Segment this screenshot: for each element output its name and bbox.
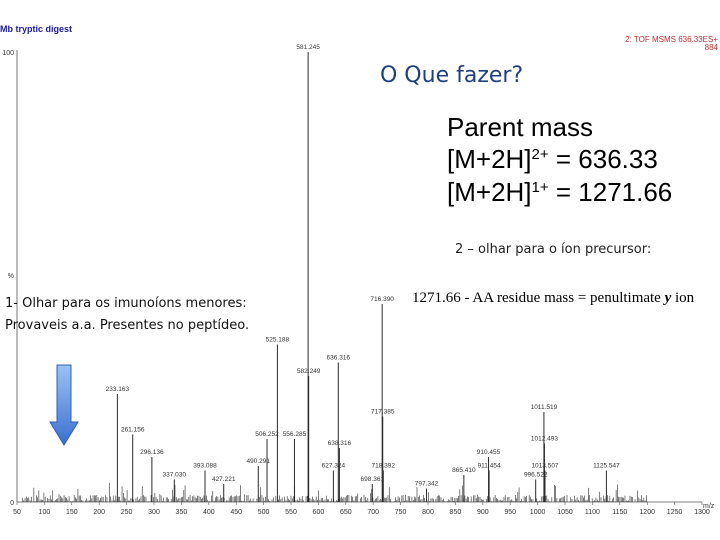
peak-label: 582.249: [297, 368, 321, 375]
parent-mass-ion: [M+2H]: [447, 177, 532, 207]
peak-label: 911.454: [478, 463, 501, 470]
x-tick-label: 1300: [694, 509, 710, 516]
x-tick-label: 850: [450, 509, 462, 516]
charge-state: 2+: [531, 146, 549, 163]
x-tick-label: 50: [13, 509, 21, 516]
x-tick-label: 600: [313, 509, 325, 516]
x-axis-ticks: 50 100 150 200 250 300 350 400 450 500 550 600 650 70…: [13, 502, 710, 516]
y-axis-label: %: [8, 273, 14, 280]
x-tick-label: 1250: [667, 509, 683, 516]
peak-label: 638.316: [328, 440, 352, 447]
peak-label: 1125.547: [593, 463, 620, 470]
peak-label: 525.188: [266, 337, 290, 344]
x-tick-label: 150: [66, 509, 78, 516]
peak-labels: 581.245 716.390 525.188 636.316 582.249 233.1…: [106, 44, 620, 488]
x-tick-label: 500: [258, 509, 270, 516]
peak-label: 427.221: [212, 476, 236, 483]
spectrum-experiment-info: 2: TOF MSMS 636.33ES+: [625, 35, 718, 44]
peak-label: 910.455: [477, 449, 501, 456]
x-tick-label: 1200: [639, 509, 655, 516]
peak-label: 393.088: [193, 463, 217, 470]
penultimate-ion-formula: 1271.66 - AA residue mass = penultimate …: [412, 290, 694, 307]
x-tick-label: 950: [504, 509, 516, 516]
x-axis-label: m/z: [703, 503, 715, 510]
chart-axes: 0 100% m/z: [2, 50, 715, 510]
x-tick-label: 750: [395, 509, 407, 516]
y-tick-label: 100: [2, 50, 14, 57]
x-tick-label: 700: [367, 509, 379, 516]
parent-mass-title: Parent mass: [447, 112, 593, 142]
x-tick-label: 350: [176, 509, 188, 516]
x-tick-label: 550: [285, 509, 297, 516]
formula-end: ion: [671, 290, 695, 306]
peak-label: 716.390: [370, 296, 394, 303]
x-tick-label: 650: [340, 509, 352, 516]
x-tick-label: 300: [148, 509, 160, 516]
formula-y: y: [664, 290, 672, 306]
spectrum-title: Mb tryptic digest: [0, 24, 73, 34]
peak-label: 698.361: [361, 476, 385, 483]
spectrum-peaks: [116, 52, 607, 502]
peak-label: 718.392: [372, 463, 396, 470]
x-tick-label: 800: [422, 509, 434, 516]
peak-label: 556.285: [283, 431, 307, 438]
peak-label: 261.156: [121, 427, 145, 434]
x-tick-label: 1050: [557, 509, 573, 516]
peak-label: 865.410: [452, 467, 476, 474]
x-tick-label: 200: [93, 509, 105, 516]
charge-state: 1+: [531, 179, 549, 196]
parent-mass-doubly-charged: [M+2H]2+ = 636.33: [447, 144, 658, 175]
peak-label: 1013.507: [531, 463, 558, 470]
peak-label: 490.291: [247, 458, 271, 465]
spectrum-noise: [22, 482, 647, 502]
x-tick-label: 1100: [585, 509, 600, 516]
step-2-text: 2 – olhar para o íon precursor:: [455, 242, 652, 257]
down-arrow-icon: [49, 364, 79, 446]
parent-mass-value: = 1271.66: [548, 177, 673, 207]
peak-label: 506.252: [255, 431, 279, 438]
peak-label: 296.136: [140, 449, 164, 456]
slide-question: O Que fazer?: [380, 63, 524, 88]
spectrum-base-intensity: 884: [704, 43, 718, 52]
peak-label: 797.342: [415, 481, 439, 488]
x-tick-label: 450: [230, 509, 242, 516]
x-tick-label: 100: [39, 509, 51, 516]
peak-label: 337.030: [163, 472, 187, 479]
peak-label: 581.245: [296, 44, 320, 51]
parent-mass-ion: [M+2H]: [447, 144, 532, 174]
peak-label: 717.385: [371, 409, 395, 416]
peak-label: 1012.493: [531, 436, 558, 443]
x-tick-label: 900: [477, 509, 489, 516]
peak-label: 1011.519: [531, 404, 558, 411]
parent-mass-value: = 636.33: [548, 144, 658, 174]
step-1-text-line2: Provaveis a.a. Presentes no peptídeo.: [5, 318, 250, 333]
peak-label: 636.316: [327, 355, 351, 362]
step-1-text-line1: 1- Olhar para os imunoíons menores:: [5, 296, 247, 311]
peak-label: 627.324: [322, 463, 346, 470]
peak-label: 996.522: [524, 472, 548, 479]
x-tick-label: 400: [203, 509, 215, 516]
x-tick-label: 1150: [612, 509, 627, 516]
parent-mass-singly-charged: [M+2H]1+ = 1271.66: [447, 177, 672, 208]
y-tick-label: 0: [10, 500, 14, 507]
peak-label: 233.163: [106, 386, 130, 393]
formula-text: 1271.66 - AA residue mass = penultimate: [412, 290, 665, 306]
x-tick-label: 250: [121, 509, 133, 516]
x-tick-label: 1000: [530, 509, 546, 516]
